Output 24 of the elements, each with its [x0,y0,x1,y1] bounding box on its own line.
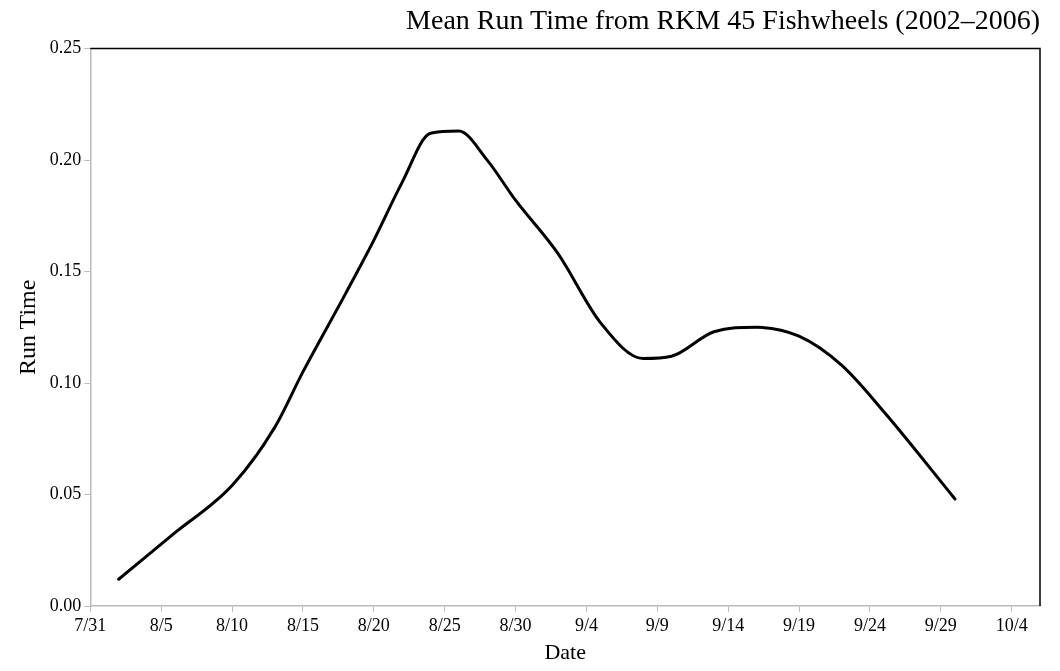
x-tick-label: 9/24 [853,614,886,635]
x-tick-label: 8/25 [428,614,461,635]
y-tick-label: 0.25 [49,37,82,58]
chart-title: Mean Run Time from RKM 45 Fishwheels (2002–2006) [406,4,1040,36]
x-tick-label: 9/19 [783,614,816,635]
x-tick-label: 9/29 [924,614,957,635]
y-tick-label: 0.05 [49,483,82,504]
x-tick-label: 7/31 [74,614,107,635]
x-axis-title: Date [544,638,586,664]
x-tick-label: 10/4 [995,614,1028,635]
y-tick-label: 0.15 [49,260,82,281]
x-tick-label: 8/10 [216,614,249,635]
x-tick-label: 8/5 [149,614,173,635]
x-tick-label: 8/30 [499,614,532,635]
x-tick-label: 9/4 [574,614,598,635]
y-tick-label: 0.10 [49,371,82,392]
y-tick-label: 0.00 [49,594,82,615]
y-axis-title: Run Time [13,279,40,375]
x-tick-label: 9/9 [645,614,669,635]
y-tick-label: 0.20 [49,148,82,169]
x-tick-label: 8/15 [286,614,319,635]
line-series [117,129,957,581]
x-tick-label: 9/14 [712,614,745,635]
x-tick-label: 8/20 [357,614,390,635]
